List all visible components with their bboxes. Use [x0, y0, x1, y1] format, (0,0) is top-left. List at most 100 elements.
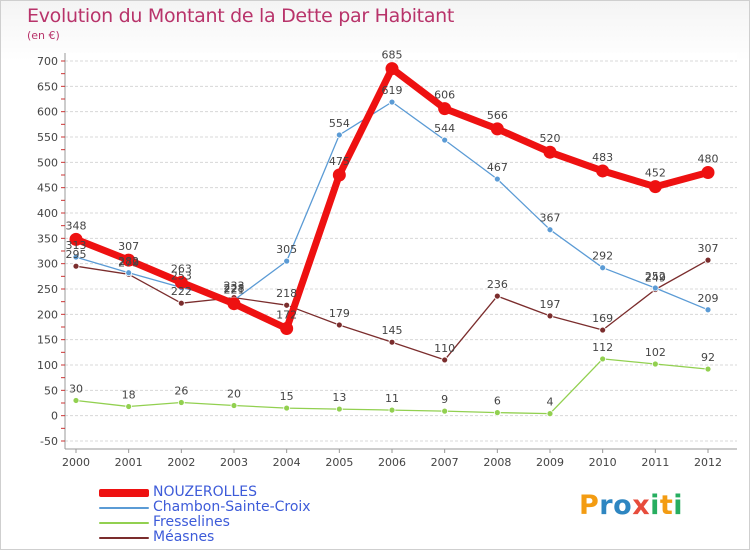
data-label: 6 [494, 395, 501, 408]
logo-letter: x [632, 490, 651, 521]
logo-letter: r [599, 490, 614, 521]
y-tick-label: 150 [37, 334, 58, 347]
y-tick-label: 700 [37, 55, 58, 68]
legend-item-measnes[interactable]: Méasnes [99, 530, 311, 545]
data-point [122, 253, 136, 267]
data-label: 295 [66, 248, 87, 261]
data-point [332, 168, 346, 182]
data-label: 179 [329, 307, 350, 320]
legend-swatch-nouzerolles [99, 488, 149, 497]
chart-legend: NOUZEROLLES Chambon-Sainte-Croix Fressel… [99, 485, 311, 545]
y-tick-label: 300 [37, 258, 58, 271]
data-point [599, 355, 607, 363]
data-point [125, 269, 133, 277]
x-tick-label: 2006 [378, 456, 406, 469]
data-point [441, 136, 449, 144]
data-point [72, 262, 80, 270]
logo-letter: P [579, 490, 600, 521]
data-point [174, 275, 188, 289]
data-label: 279 [118, 256, 139, 269]
data-point [490, 122, 504, 136]
data-point [388, 406, 396, 414]
data-point [546, 410, 554, 418]
data-label: 172 [276, 309, 297, 322]
data-point [283, 404, 291, 412]
y-tick-label: 600 [37, 106, 58, 119]
data-label: 253 [171, 269, 192, 282]
y-tick-label: 50 [44, 384, 58, 397]
data-label: 18 [122, 389, 136, 402]
x-tick-label: 2002 [167, 456, 195, 469]
data-point [335, 321, 343, 329]
data-label: 292 [592, 250, 613, 263]
data-point [335, 405, 343, 413]
x-tick-label: 2008 [483, 456, 511, 469]
data-label: 554 [329, 117, 350, 130]
data-label: 606 [434, 89, 455, 102]
data-label: 236 [487, 278, 508, 291]
legend-label: NOUZEROLLES [153, 484, 258, 500]
data-label: 221 [224, 284, 245, 297]
data-point [493, 292, 501, 300]
data-label: 544 [434, 122, 455, 135]
data-point [125, 403, 133, 410]
logo-letter: i [650, 490, 660, 521]
chart-title: Evolution du Montant de la Dette par Hab… [27, 5, 455, 27]
data-label: 619 [382, 84, 403, 97]
x-tick-label: 2000 [62, 456, 90, 469]
chart-subtitle: (en €) [27, 29, 60, 42]
data-label: 20 [227, 388, 241, 401]
x-tick-label: 2009 [536, 456, 564, 469]
data-point [599, 264, 607, 272]
data-point [704, 306, 712, 314]
legend-label: Fresselines [153, 514, 230, 530]
legend-item-fresselines[interactable]: Fresselines [99, 515, 311, 530]
legend-item-chambon-sainte-croix[interactable]: Chambon-Sainte-Croix [99, 500, 311, 515]
x-tick-label: 2004 [273, 456, 301, 469]
data-label: 197 [540, 298, 561, 311]
data-point [543, 145, 557, 159]
legend-swatch-fresselines [99, 521, 149, 524]
data-label: 566 [487, 109, 508, 122]
data-label: 228 [224, 282, 245, 295]
y-tick-label: 650 [37, 80, 58, 93]
data-label: 263 [171, 262, 192, 275]
data-point [596, 164, 610, 178]
data-point [546, 312, 554, 320]
data-label: 282 [118, 255, 139, 268]
data-point [385, 62, 399, 76]
x-tick-label: 2011 [641, 456, 669, 469]
data-label: 26 [174, 384, 188, 397]
data-label: 367 [540, 212, 561, 225]
data-point [704, 256, 712, 264]
data-point [546, 226, 554, 234]
legend-swatch-measnes [99, 536, 149, 539]
data-label: 222 [171, 285, 192, 298]
data-label: 452 [645, 167, 666, 180]
data-point [651, 360, 659, 368]
data-label: 483 [592, 151, 613, 164]
logo-letter: o [613, 490, 633, 521]
data-point [283, 301, 291, 309]
legend-item-nouzerolles[interactable]: NOUZEROLLES [99, 485, 311, 500]
data-point [493, 409, 501, 417]
data-label: 110 [434, 342, 455, 355]
data-label: 169 [592, 312, 613, 325]
data-point [493, 175, 501, 183]
data-label: 209 [698, 292, 719, 305]
data-point [72, 397, 80, 404]
data-label: 218 [276, 287, 297, 300]
data-label: 307 [118, 240, 139, 253]
data-label: 112 [592, 341, 613, 354]
data-label: 685 [382, 49, 403, 62]
data-label: 30 [69, 382, 83, 395]
x-tick-label: 2001 [115, 456, 143, 469]
logo-letter: i [673, 490, 684, 521]
data-label: 313 [66, 239, 87, 252]
logo-letter: t [659, 490, 674, 521]
data-label: 145 [382, 324, 403, 337]
proxiti-logo: Proxiti [579, 490, 683, 521]
x-tick-label: 2012 [694, 456, 722, 469]
